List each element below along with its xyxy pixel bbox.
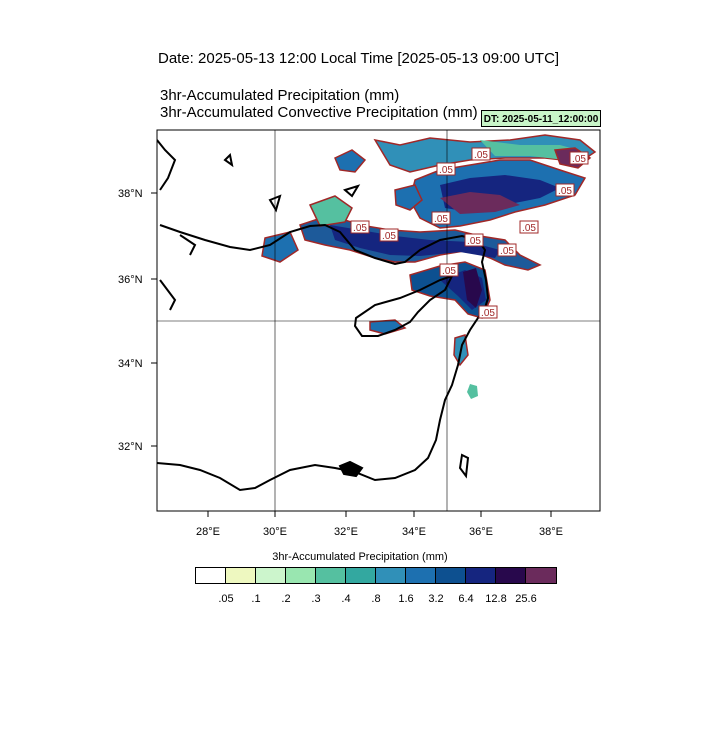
svg-text:.05: .05: [353, 223, 367, 234]
lon-label: 36°E: [469, 526, 493, 538]
contour-label: .05: [431, 211, 451, 225]
map-frame: [156, 129, 601, 512]
contour-label: .05: [555, 183, 575, 197]
colorbar-swatch: [406, 568, 436, 583]
lat-label: 38°N: [118, 188, 143, 200]
colorbar-label: .3: [311, 593, 321, 605]
svg-text:.05: .05: [439, 165, 453, 176]
svg-text:.05: .05: [467, 236, 481, 247]
lon-label: 34°E: [402, 526, 426, 538]
tick-marks: [151, 192, 552, 517]
svg-text:.05: .05: [474, 150, 488, 161]
colorbar-label: .05: [218, 593, 234, 605]
lon-label: 28°E: [196, 526, 220, 538]
contour-label: .05: [439, 263, 459, 277]
svg-text:.05: .05: [382, 231, 396, 242]
precipitation-map: .05 .05 .05 .05 .05 .05 .05 .05 .05 .05 …: [118, 129, 601, 538]
colorbar-label: .4: [341, 593, 351, 605]
map-gridlines: [157, 130, 600, 511]
svg-text:.05: .05: [522, 223, 536, 234]
colorbar-swatch: [286, 568, 316, 583]
colorbar-swatch: [496, 568, 526, 583]
contour-label: .05: [569, 151, 589, 165]
contour-labels: .05 .05 .05 .05 .05 .05 .05 .05 .05 .05 …: [350, 147, 589, 319]
lon-label: 30°E: [263, 526, 287, 538]
date-line: Date: 2025-05-13 12:00 Local Time [2025-…: [158, 50, 560, 67]
colorbar-label: 12.8: [485, 593, 507, 605]
colorbar-swatch: [256, 568, 286, 583]
colorbar-label: 3.2: [428, 593, 444, 605]
colorbar-swatch: [376, 568, 406, 583]
colorbar-swatch: [346, 568, 376, 583]
colorbar-label: 6.4: [458, 593, 474, 605]
lat-label: 32°N: [118, 441, 143, 453]
lon-label: 32°E: [334, 526, 358, 538]
contour-label: .05: [379, 228, 399, 242]
colorbar-swatch: [226, 568, 256, 583]
title-convective-precipitation: 3hr-Accumulated Convective Precipitation…: [160, 104, 478, 121]
svg-text:.05: .05: [500, 246, 514, 257]
colorbar-label: .1: [251, 593, 261, 605]
colorbar-label: .8: [371, 593, 381, 605]
contour-label: .05: [464, 233, 484, 247]
colorbar-label: 25.6: [515, 593, 537, 605]
lat-label: 34°N: [118, 358, 143, 370]
colorbar-swatch: [526, 568, 556, 583]
svg-text:.05: .05: [442, 266, 456, 277]
title-precipitation: 3hr-Accumulated Precipitation (mm): [160, 87, 400, 104]
contour-label: .05: [478, 305, 498, 319]
contour-label: .05: [497, 243, 517, 257]
contour-label: .05: [471, 147, 491, 161]
svg-text:.05: .05: [558, 186, 572, 197]
svg-text:.05: .05: [572, 154, 586, 165]
lon-label: 38°E: [539, 526, 563, 538]
contour-label: .05: [519, 220, 539, 234]
precip-field: [261, 134, 597, 399]
colorbar-swatch: [316, 568, 346, 583]
colorbar: [195, 567, 557, 584]
svg-text:.05: .05: [434, 214, 448, 225]
contour-label: .05: [350, 220, 370, 234]
colorbar-swatch: [436, 568, 466, 583]
init-time-badge: DT: 2025-05-11_12:00:00: [481, 110, 601, 127]
colorbar-label: 1.6: [398, 593, 414, 605]
map-content: [157, 130, 600, 511]
colorbar-swatch: [196, 568, 226, 583]
svg-text:.05: .05: [481, 308, 495, 319]
colorbar-swatch: [466, 568, 496, 583]
colorbar-title: 3hr-Accumulated Precipitation (mm): [272, 551, 448, 563]
contour-label: .05: [436, 162, 456, 176]
lat-label: 36°N: [118, 274, 143, 286]
colorbar-label: .2: [281, 593, 291, 605]
